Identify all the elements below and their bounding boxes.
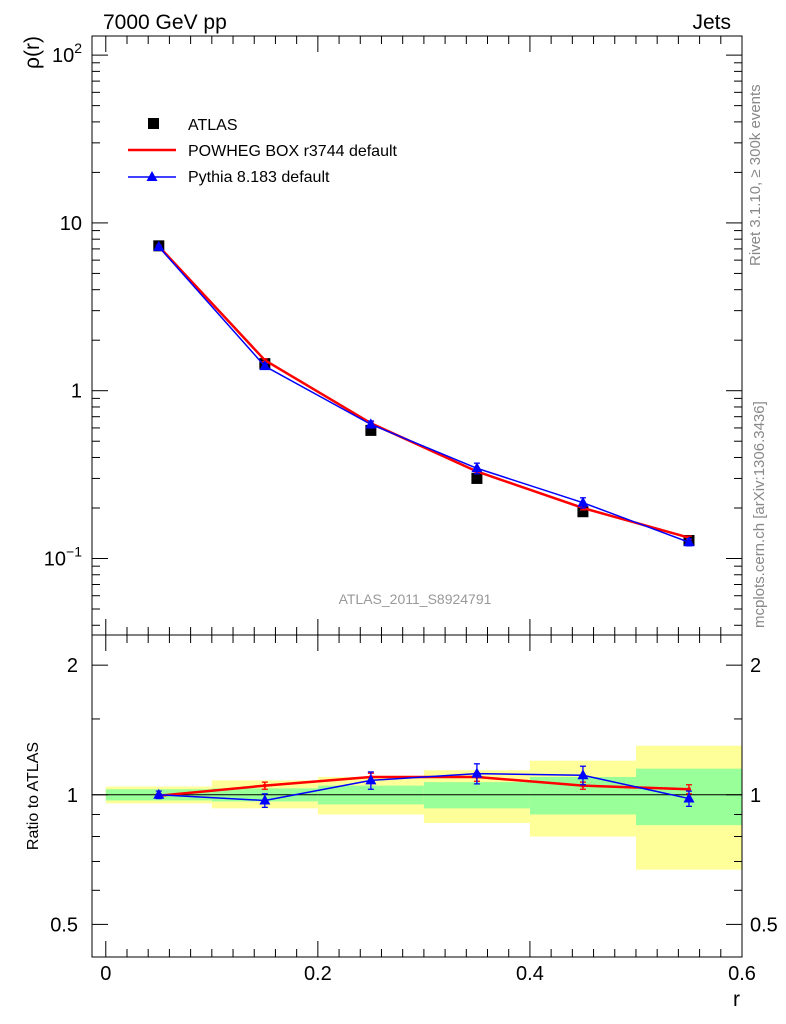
rivet-label: Rivet 3.1.10, ≥ 300k events [747, 84, 764, 266]
ratio-ytick-label-left-0: 0.5 [50, 914, 78, 936]
pythia-point-5 [683, 536, 695, 547]
main-ylabel: ρ(r) [21, 36, 44, 69]
atlas-point-2 [365, 424, 377, 436]
main-series-group [153, 240, 695, 547]
main-ytick-label-2: 1 [71, 381, 82, 403]
pythia-point-2 [365, 418, 377, 429]
pythia-line [158, 246, 690, 543]
ratio-ytick-label-left-2: 2 [67, 655, 78, 677]
legend-label-atlas: ATLAS [188, 117, 238, 134]
ratio-ylabel: Ratio to ATLAS [25, 742, 42, 850]
legend: ATLAS POWHEG BOX r3744 default Pythia 8.… [128, 117, 398, 186]
ratio-pythia-line [158, 772, 690, 802]
ratio-xtick-label-2: 0.4 [516, 963, 544, 985]
ratio-frame [91, 634, 743, 958]
ratio-pythia-point-1 [259, 794, 271, 805]
ratio-powheg-point-5 [686, 787, 691, 792]
header-right: Jets [692, 11, 731, 34]
ratio-powheg-point-1 [262, 783, 267, 788]
ratio-xtick-label-3: 0.6 [728, 963, 756, 985]
legend-label-pythia: Pythia 8.183 default [188, 169, 330, 186]
main-ytick-label-3: 10−1 [44, 543, 82, 570]
ratio-ytick-label-right-2: 2 [750, 655, 761, 677]
ratio-ytick-label-right-0: 0.5 [750, 914, 778, 936]
ratio-ytick-label-right-1: 1 [750, 785, 761, 807]
pythia-point-0 [153, 240, 165, 251]
ratio-series-group [153, 763, 695, 808]
main-axis-ticks: 102 10 1 10−1 [44, 36, 743, 635]
main-ytick-exponent-0: 2 [74, 40, 82, 56]
ratio-pythia-point-4 [577, 769, 589, 780]
ratio-pythia-point-3 [471, 767, 483, 778]
main-ytick-exponent-3: −1 [66, 543, 82, 559]
pythia-point-3 [471, 462, 483, 473]
analysis-watermark: ATLAS_2011_S8924791 [339, 591, 492, 607]
header-left: 7000 GeV pp [103, 11, 227, 34]
atlas-point-3 [471, 472, 483, 484]
pythia-point-4 [577, 496, 589, 507]
ratio-pythia-point-0 [153, 788, 165, 799]
pythia-point-1 [259, 360, 271, 371]
atlas-point-4 [577, 506, 589, 518]
mcplots-label: mcplots.cern.ch [arXiv:1306.3436] [751, 401, 768, 628]
x-axis-label: r [733, 988, 740, 1011]
ratio-axis-ticks: 0 0.2 0.4 0.6 0.5 0.5 1 1 2 2 [50, 635, 778, 985]
ratio-xtick-label-1: 0.2 [304, 963, 332, 985]
powheg-line [157, 245, 690, 539]
ratio-ytick-label-left-1: 1 [67, 785, 78, 807]
ratio-pythia-point-2 [365, 774, 377, 785]
main-ytick-label-0: 102 [52, 40, 82, 67]
main-ytick-label-1: 10 [60, 213, 82, 235]
ratio-uncertainty-bands [105, 745, 742, 870]
legend-label-powheg: POWHEG BOX r3744 default [188, 143, 398, 160]
ratio-xtick-label-0: 0 [100, 963, 111, 985]
ratio-pythia-point-5 [683, 792, 695, 803]
legend-marker-atlas [148, 118, 159, 129]
legend-marker-pythia [146, 171, 158, 181]
